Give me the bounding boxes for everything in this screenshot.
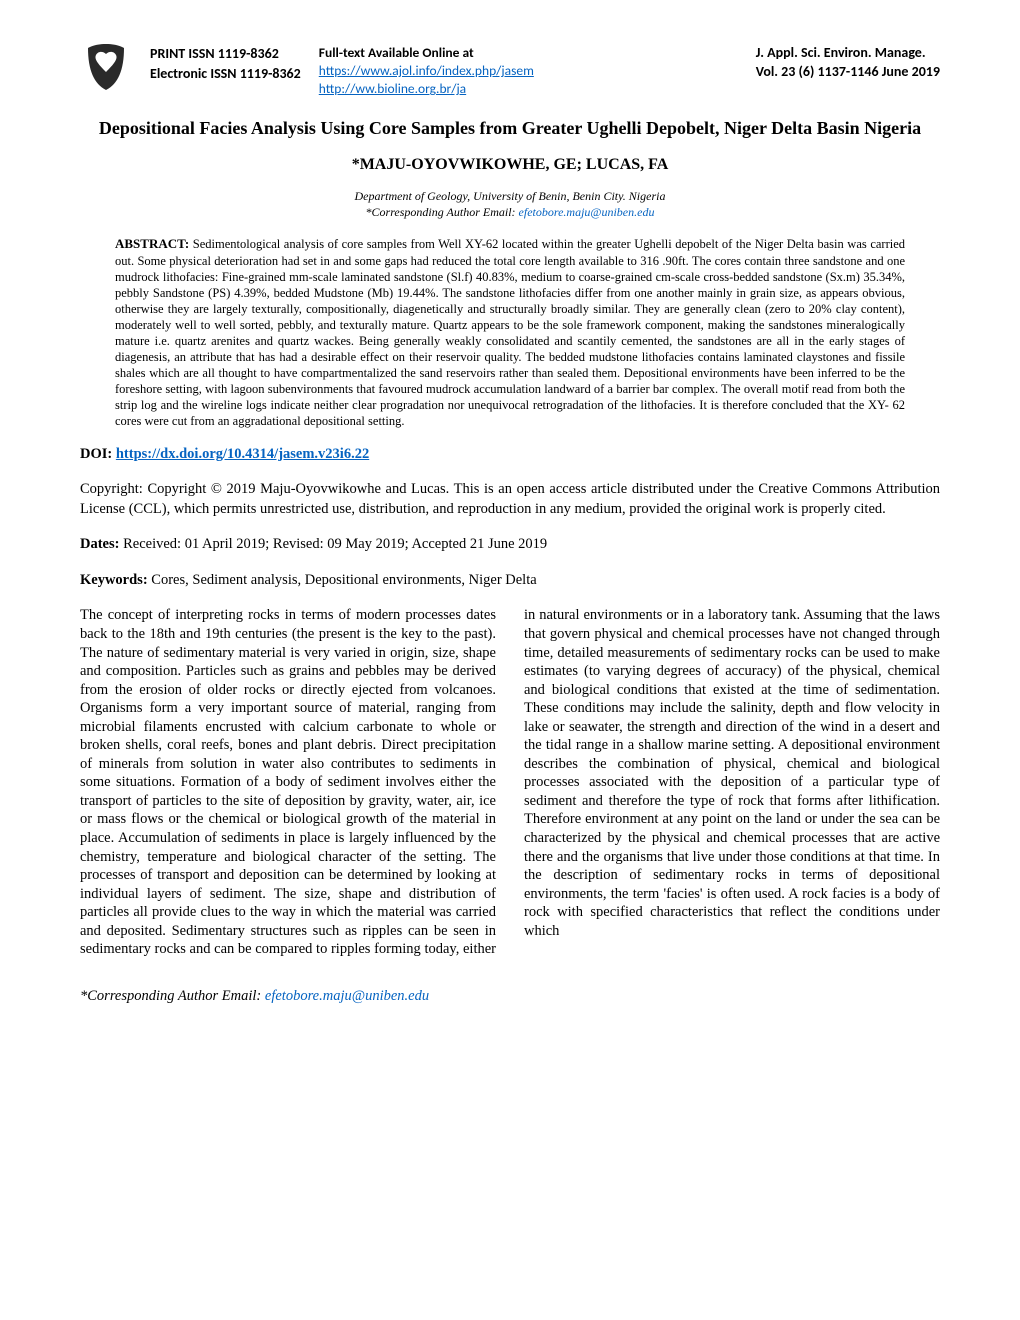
footer-email-link[interactable]: efetobore.maju@uniben.edu bbox=[265, 988, 429, 1004]
copyright-label: Copyright: bbox=[80, 481, 143, 497]
authors: *MAJU-OYOVWIKOWHE, GE; LUCAS, FA bbox=[80, 154, 940, 176]
affiliation: Department of Geology, University of Ben… bbox=[80, 188, 940, 220]
header: PRINT ISSN 1119-8362 Electronic ISSN 111… bbox=[80, 40, 940, 99]
journal-logo bbox=[80, 40, 132, 92]
doi-line: DOI: https://dx.doi.org/10.4314/jasem.v2… bbox=[80, 445, 940, 465]
footer-corresponding: *Corresponding Author Email: efetobore.m… bbox=[80, 987, 940, 1007]
footer-prefix: *Corresponding Author Email: bbox=[80, 988, 265, 1004]
dates-text: Received: 01 April 2019; Revised: 09 May… bbox=[119, 536, 547, 552]
journal-info: J. Appl. Sci. Environ. Manage. Vol. 23 (… bbox=[756, 40, 940, 82]
shield-heart-icon bbox=[80, 40, 132, 92]
bioline-link[interactable]: http://ww.bioline.org.br/ja bbox=[319, 80, 466, 97]
copyright-block: Copyright: Copyright © 2019 Maju-Oyovwik… bbox=[80, 480, 940, 519]
affiliation-dept: Department of Geology, University of Ben… bbox=[80, 188, 940, 204]
keywords-line: Keywords: Cores, Sediment analysis, Depo… bbox=[80, 571, 940, 591]
dates-line: Dates: Received: 01 April 2019; Revised:… bbox=[80, 535, 940, 555]
journal-issue: Vol. 23 (6) 1137-1146 June 2019 bbox=[756, 63, 940, 82]
doi-link[interactable]: https://dx.doi.org/10.4314/jasem.v23i6.2… bbox=[116, 446, 369, 462]
fulltext-block: Full-text Available Online at https://ww… bbox=[319, 40, 738, 99]
journal-name: J. Appl. Sci. Environ. Manage. bbox=[756, 44, 940, 63]
copyright-prefix: Copyright bbox=[147, 481, 206, 497]
ajol-link[interactable]: https://www.ajol.info/index.php/jasem bbox=[319, 62, 534, 79]
doi-label: DOI: bbox=[80, 446, 112, 462]
corresponding-email-link[interactable]: efetobore.maju@uniben.edu bbox=[519, 205, 655, 219]
body-text: The concept of interpreting rocks in ter… bbox=[80, 606, 940, 958]
abstract-label: ABSTRACT: bbox=[115, 236, 189, 251]
dates-label: Dates: bbox=[80, 536, 119, 552]
affiliation-corresponding: *Corresponding Author Email: efetobore.m… bbox=[80, 204, 940, 220]
issn-print: PRINT ISSN 1119-8362 bbox=[150, 44, 301, 64]
issn-block: PRINT ISSN 1119-8362 Electronic ISSN 111… bbox=[150, 40, 301, 83]
corresponding-prefix: *Corresponding Author Email: bbox=[366, 205, 519, 219]
copyright-text: © 2019 Maju-Oyovwikowhe and Lucas. This … bbox=[80, 481, 940, 517]
fulltext-label: Full-text Available Online at bbox=[319, 44, 738, 62]
abstract: ABSTRACT: Sedimentological analysis of c… bbox=[80, 236, 940, 429]
keywords-text: Cores, Sediment analysis, Depositional e… bbox=[148, 572, 537, 588]
issn-electronic: Electronic ISSN 1119-8362 bbox=[150, 64, 301, 84]
article-title: Depositional Facies Analysis Using Core … bbox=[80, 117, 940, 140]
keywords-label: Keywords: bbox=[80, 572, 148, 588]
abstract-text: Sedimentological analysis of core sample… bbox=[115, 237, 905, 428]
